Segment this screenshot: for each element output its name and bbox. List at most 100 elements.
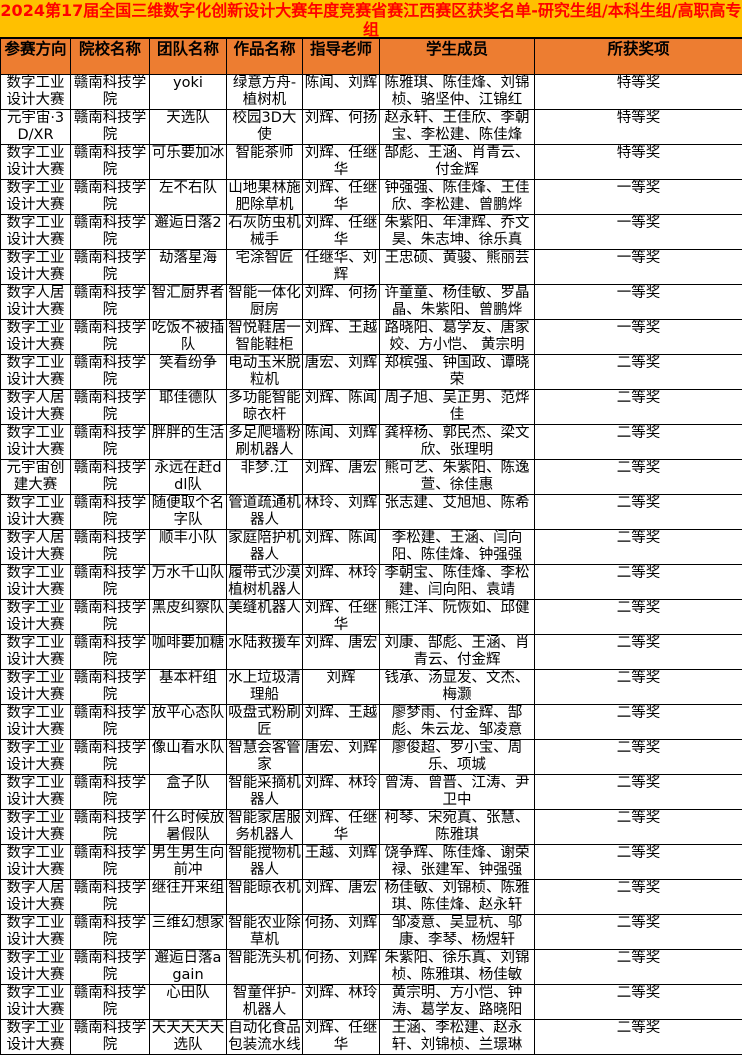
cell-category[interactable]: 数字工业设计大赛 <box>0 599 71 635</box>
cell-award[interactable]: 二等奖 <box>534 879 742 915</box>
cell-work[interactable]: 智能家居服务机器人 <box>226 809 303 845</box>
cell-work[interactable]: 智慧会客管家 <box>226 739 303 775</box>
cell-team[interactable]: 继往开来组 <box>149 879 227 915</box>
cell-award[interactable]: 一等奖 <box>534 284 742 320</box>
cell-students[interactable]: 黄宗明、方小恺、钟涛、葛学友、路晓阳 <box>379 984 535 1020</box>
cell-students[interactable]: 张志建、艾旭旭、陈希 <box>379 494 535 530</box>
cell-category[interactable]: 数字人居设计大赛 <box>0 284 71 320</box>
cell-team[interactable]: 笑看纷争 <box>149 354 227 390</box>
cell-team[interactable]: 胖胖的生活 <box>149 424 227 460</box>
cell-advisor[interactable]: 刘辉、何扬 <box>302 109 380 145</box>
cell-students[interactable]: 廖俊超、罗小宝、周乐、项城 <box>379 739 535 775</box>
cell-students[interactable]: 杨佳敏、刘锦桢、陈雅琪、陈佳烽、赵永轩 <box>379 879 535 915</box>
cell-students[interactable]: 熊可艺、朱紫阳、陈逸萱、徐佳惠 <box>379 459 535 495</box>
cell-advisor[interactable]: 唐宏、刘辉 <box>302 354 380 390</box>
cell-advisor[interactable]: 刘辉、任继华 <box>302 809 380 845</box>
cell-award[interactable]: 特等奖 <box>534 74 742 110</box>
cell-advisor[interactable]: 刘辉、任继华 <box>302 179 380 215</box>
cell-school[interactable]: 赣南科技学院 <box>70 179 150 215</box>
cell-school[interactable]: 赣南科技学院 <box>70 214 150 250</box>
cell-work[interactable]: 智能搅物机器人 <box>226 844 303 880</box>
cell-school[interactable]: 赣南科技学院 <box>70 319 150 355</box>
cell-work[interactable]: 水上垃圾清理船 <box>226 669 303 705</box>
cell-award[interactable]: 二等奖 <box>534 774 742 810</box>
cell-award[interactable]: 二等奖 <box>534 704 742 740</box>
cell-school[interactable]: 赣南科技学院 <box>70 144 150 180</box>
cell-advisor[interactable]: 刘辉、林玲 <box>302 564 380 600</box>
cell-advisor[interactable]: 何扬、刘辉 <box>302 949 380 985</box>
cell-students[interactable]: 周子旭、吴正男、范烨佳 <box>379 389 535 425</box>
cell-work[interactable]: 智能晾衣机 <box>226 879 303 915</box>
cell-school[interactable]: 赣南科技学院 <box>70 529 150 565</box>
cell-school[interactable]: 赣南科技学院 <box>70 354 150 390</box>
cell-category[interactable]: 数字人居设计大赛 <box>0 879 71 915</box>
header-school[interactable]: 院校名称 <box>70 38 150 75</box>
cell-work[interactable]: 智能农业除草机 <box>226 914 303 950</box>
cell-students[interactable]: 路晓阳、葛学友、唐家姣、方小恺、 黄宗明 <box>379 319 535 355</box>
cell-category[interactable]: 元宇宙创建大赛 <box>0 459 71 495</box>
cell-work[interactable]: 智能洗头机 <box>226 949 303 985</box>
cell-award[interactable]: 二等奖 <box>534 914 742 950</box>
cell-advisor[interactable]: 陈闻、刘辉 <box>302 74 380 110</box>
cell-category[interactable]: 数字工业设计大赛 <box>0 424 71 460</box>
cell-work[interactable]: 绿意方舟-植树机 <box>226 74 303 110</box>
cell-advisor[interactable]: 陈闻、刘辉 <box>302 424 380 460</box>
cell-category[interactable]: 数字工业设计大赛 <box>0 739 71 775</box>
cell-team[interactable]: 天选队 <box>149 109 227 145</box>
cell-category[interactable]: 元宇宙·3D/XR <box>0 109 71 145</box>
cell-students[interactable]: 赵永轩、王佳欣、李朝宝、李松建、陈佳烽 <box>379 109 535 145</box>
cell-award[interactable]: 二等奖 <box>534 634 742 670</box>
cell-category[interactable]: 数字工业设计大赛 <box>0 319 71 355</box>
cell-category[interactable]: 数字工业设计大赛 <box>0 144 71 180</box>
cell-school[interactable]: 赣南科技学院 <box>70 949 150 985</box>
cell-students[interactable]: 钱承、汤显发、文杰、梅灏 <box>379 669 535 705</box>
cell-school[interactable]: 赣南科技学院 <box>70 984 150 1020</box>
cell-work[interactable]: 校园3D大使 <box>226 109 303 145</box>
cell-students[interactable]: 熊江洋、阮恢如、邱健 <box>379 599 535 635</box>
cell-school[interactable]: 赣南科技学院 <box>70 774 150 810</box>
cell-students[interactable]: 郑槟强、钟国政、谭晓荣 <box>379 354 535 390</box>
cell-award[interactable]: 二等奖 <box>534 809 742 845</box>
cell-school[interactable]: 赣南科技学院 <box>70 844 150 880</box>
cell-award[interactable]: 一等奖 <box>534 214 742 250</box>
cell-category[interactable]: 数字工业设计大赛 <box>0 774 71 810</box>
cell-award[interactable]: 一等奖 <box>534 319 742 355</box>
cell-team[interactable]: 像山看水队 <box>149 739 227 775</box>
cell-team[interactable]: 三维幻想家 <box>149 914 227 950</box>
cell-award[interactable]: 二等奖 <box>534 459 742 495</box>
cell-category[interactable]: 数字工业设计大赛 <box>0 74 71 110</box>
cell-school[interactable]: 赣南科技学院 <box>70 879 150 915</box>
cell-school[interactable]: 赣南科技学院 <box>70 284 150 320</box>
cell-category[interactable]: 数字工业设计大赛 <box>0 809 71 845</box>
cell-category[interactable]: 数字工业设计大赛 <box>0 1019 71 1055</box>
cell-advisor[interactable]: 刘辉 <box>302 669 380 705</box>
cell-category[interactable]: 数字工业设计大赛 <box>0 564 71 600</box>
cell-school[interactable]: 赣南科技学院 <box>70 424 150 460</box>
cell-school[interactable]: 赣南科技学院 <box>70 494 150 530</box>
cell-advisor[interactable]: 刘辉、任继华 <box>302 214 380 250</box>
cell-category[interactable]: 数字工业设计大赛 <box>0 984 71 1020</box>
cell-work[interactable]: 宅涂智匠 <box>226 249 303 285</box>
cell-work[interactable]: 美缝机器人 <box>226 599 303 635</box>
cell-students[interactable]: 柯琴、宋宛真、张慧、陈雅琪 <box>379 809 535 845</box>
cell-team[interactable]: 男生男生向前冲 <box>149 844 227 880</box>
cell-students[interactable]: 陈雅琪、陈佳烽、刘锦桢、骆坚仲、江锦红 <box>379 74 535 110</box>
cell-work[interactable]: 智童伴护-机器人 <box>226 984 303 1020</box>
cell-school[interactable]: 赣南科技学院 <box>70 704 150 740</box>
cell-team[interactable]: 可乐要加冰 <box>149 144 227 180</box>
cell-team[interactable]: 左不右队 <box>149 179 227 215</box>
cell-school[interactable]: 赣南科技学院 <box>70 809 150 845</box>
cell-school[interactable]: 赣南科技学院 <box>70 74 150 110</box>
cell-category[interactable]: 数字工业设计大赛 <box>0 634 71 670</box>
cell-advisor[interactable]: 刘辉、陈闻 <box>302 389 380 425</box>
cell-advisor[interactable]: 刘辉、唐宏 <box>302 879 380 915</box>
cell-work[interactable]: 智能采摘机器人 <box>226 774 303 810</box>
cell-team[interactable]: 万水千山队 <box>149 564 227 600</box>
cell-work[interactable]: 多足爬墙粉刷机器人 <box>226 424 303 460</box>
cell-team[interactable]: 邂逅日落again <box>149 949 227 985</box>
cell-students[interactable]: 王涵、李松建、赵永轩、刘锦桢、兰璟琳 <box>379 1019 535 1055</box>
cell-students[interactable]: 朱紫阳、年津辉、乔文昊、朱志坤、徐乐真 <box>379 214 535 250</box>
cell-work[interactable]: 履带式沙漠植树机器人 <box>226 564 303 600</box>
cell-team[interactable]: 咖啡要加糖 <box>149 634 227 670</box>
cell-school[interactable]: 赣南科技学院 <box>70 669 150 705</box>
